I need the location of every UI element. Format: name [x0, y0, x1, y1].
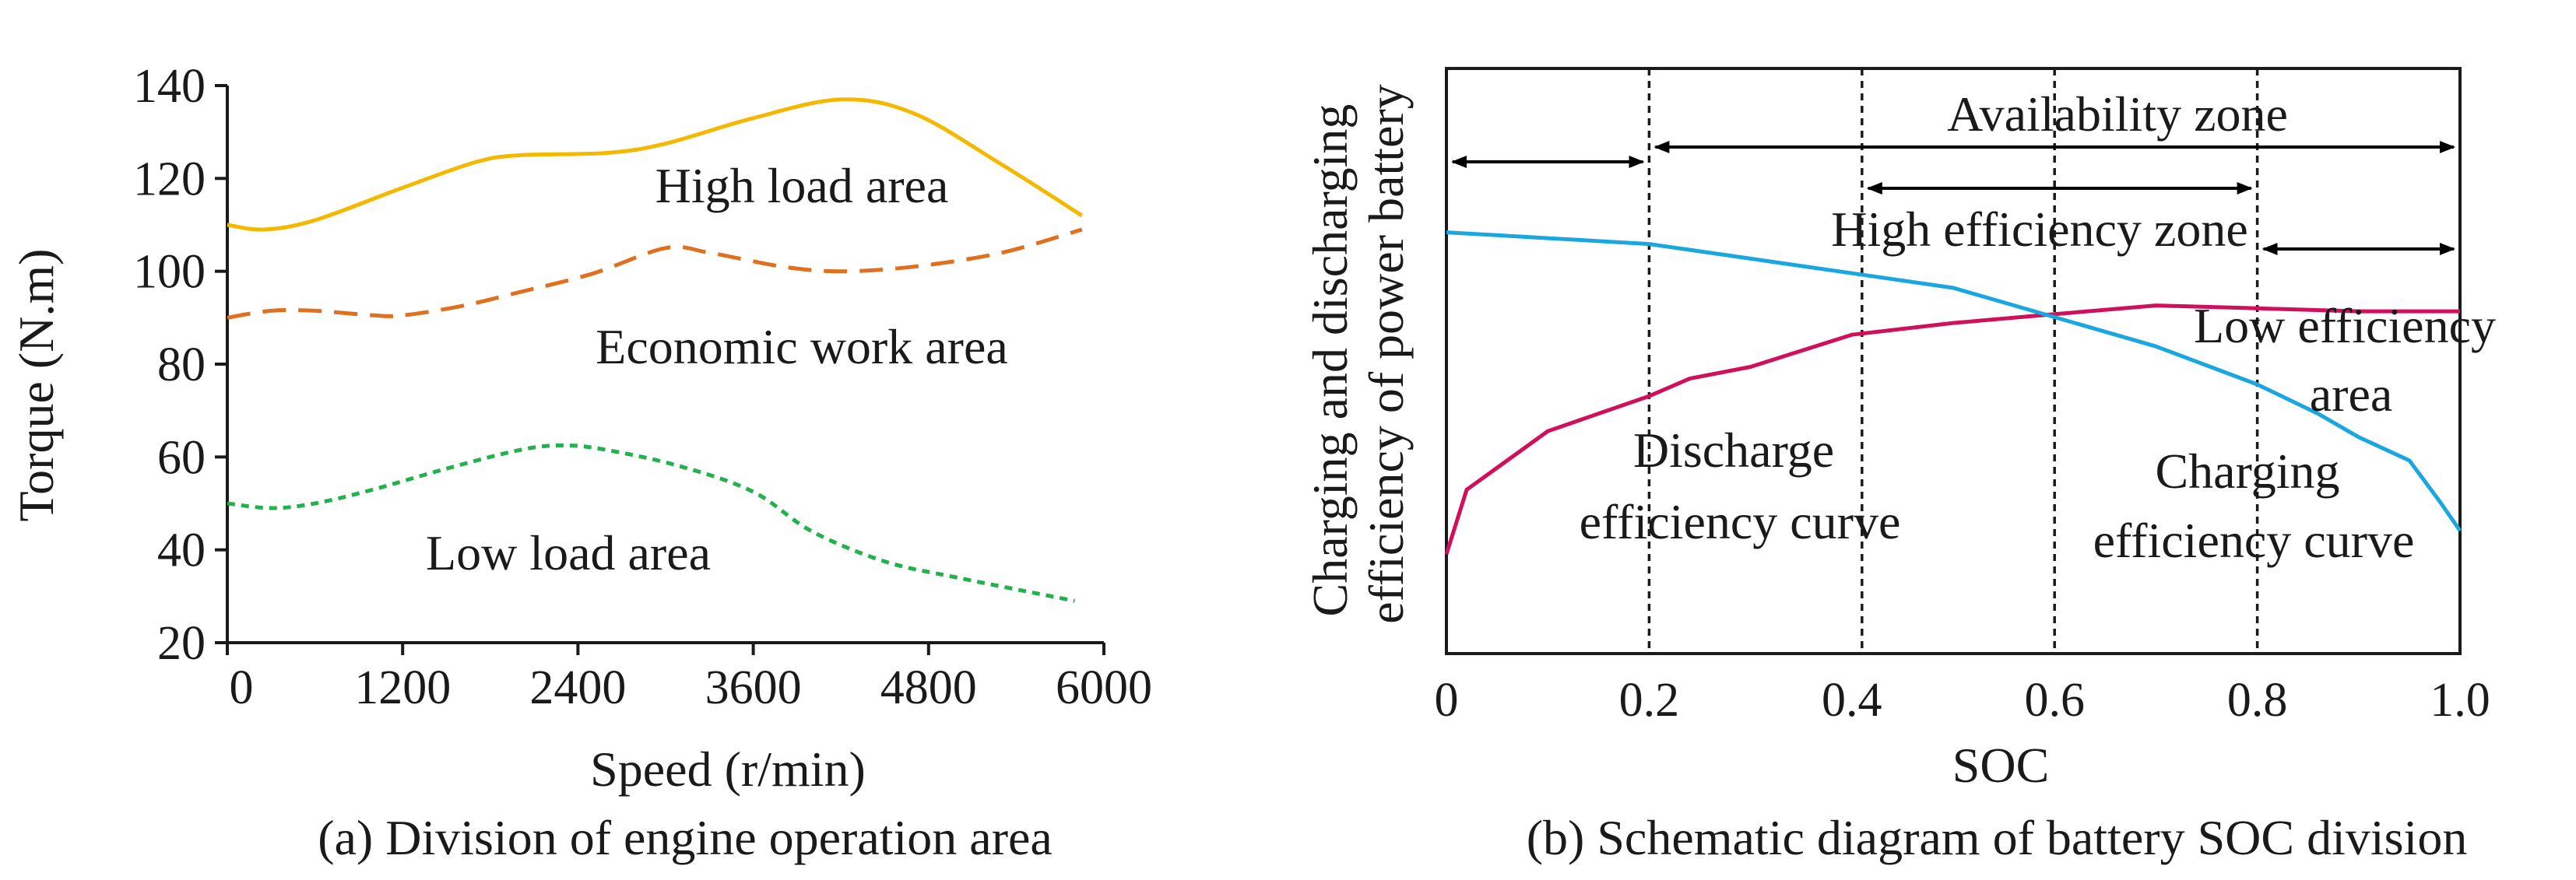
chart-a-ytick-label: 120 — [133, 153, 206, 205]
chart-b-charging-label-line1: Charging — [2155, 444, 2339, 499]
chart-a-ann-low: Low load area — [426, 525, 711, 580]
chart-b-xtick-label: 1.0 — [2430, 674, 2490, 727]
chart-a-ytick-label: 40 — [157, 524, 206, 577]
chart-b-ylabel-line2: efficiency of power battery — [1358, 84, 1414, 624]
chart-b-line-discharge-efficiency-curve — [1444, 303, 2460, 555]
chart-b-caption: (b) Schematic diagram of battery SOC div… — [1527, 810, 2468, 865]
chart-b-xtick-label: 0.4 — [1822, 674, 1882, 727]
chart-b-zone-availability: Availability zone — [1947, 86, 2288, 142]
chart-b-xtick-label: 0.2 — [1619, 674, 1680, 727]
chart-b-line-charging-efficiency-curve — [1446, 230, 2462, 532]
chart-b-discharge-label-line1: Discharge — [1633, 422, 1834, 478]
chart-a-line-low-load-boundary — [227, 443, 1075, 603]
engine-operation-chart: 20 40 60 80 100 120 140 0 1200 2400 3600 4800 6000 H… — [9, 60, 1152, 865]
chart-b-discharge-label-line2: efficiency curve — [1580, 494, 1901, 549]
chart-a-line-economic-work-boundary — [227, 227, 1083, 320]
chart-b-frame — [1445, 67, 2462, 655]
chart-b-zone-dividers — [1647, 68, 2259, 654]
chart-b-zone-high-efficiency: High efficiency zone — [1831, 202, 2247, 257]
chart-b-ticks: 0 0.2 0.4 0.6 0.8 1.0 — [1435, 674, 2490, 727]
chart-a-xtick-label: 1200 — [354, 661, 451, 714]
chart-b-low-eff-label-line2: area — [2310, 366, 2393, 422]
chart-b-xlabel: SOC — [1952, 738, 2050, 793]
chart-b-charging-label: Charging efficiency curve — [2093, 444, 2415, 568]
chart-b-low-eff-label: Low efficiency area — [2194, 298, 2508, 422]
battery-soc-chart: 0 0.2 0.4 0.6 0.8 1.0 Availability zone High … — [1302, 67, 2508, 865]
chart-a-ytick-label: 60 — [157, 431, 206, 484]
chart-b-ylabel-line1: Charging and discharging — [1302, 104, 1358, 617]
chart-b-discharge-label: Discharge efficiency curve — [1580, 422, 1901, 549]
chart-a-ann-economic: Economic work area — [596, 319, 1008, 374]
chart-b-xtick-label: 0.6 — [2024, 674, 2085, 727]
chart-a-ticks: 20 40 60 80 100 120 140 0 1200 2400 3600 4800 6000 — [133, 60, 1152, 714]
chart-a-line-high-load-boundary — [227, 97, 1084, 232]
chart-a-xtick-label: 6000 — [1056, 661, 1152, 714]
chart-a-ann-high: High load area — [655, 158, 949, 213]
chart-b-xtick-label: 0.8 — [2227, 674, 2288, 727]
chart-a-xtick-label: 3600 — [705, 661, 802, 714]
chart-b-ylabel: Charging and discharging efficiency of p… — [1302, 84, 1414, 624]
chart-a-ytick-label: 100 — [133, 246, 206, 299]
chart-a-ytick-label: 140 — [133, 60, 206, 113]
chart-a-xlabel: Speed (r/min) — [590, 742, 866, 797]
chart-b-charging-label-line2: efficiency curve — [2093, 513, 2415, 568]
chart-a-ytick-label: 80 — [157, 338, 206, 391]
chart-b-xtick-label: 0 — [1435, 674, 1459, 727]
chart-a-series — [227, 97, 1084, 603]
chart-b-series — [1444, 230, 2462, 555]
chart-a-ylabel: Torque (N.m) — [9, 249, 64, 522]
chart-a-xtick-label: 0 — [230, 661, 254, 714]
chart-a-ytick-label: 20 — [157, 617, 206, 670]
chart-a-xtick-label: 4800 — [880, 661, 977, 714]
chart-b-zone-arrows — [1451, 141, 2455, 255]
chart-a-caption: (a) Division of engine operation area — [318, 810, 1053, 865]
chart-b-low-eff-label-line1: Low efficiency — [2194, 298, 2496, 353]
chart-a-xtick-label: 2400 — [529, 661, 626, 714]
